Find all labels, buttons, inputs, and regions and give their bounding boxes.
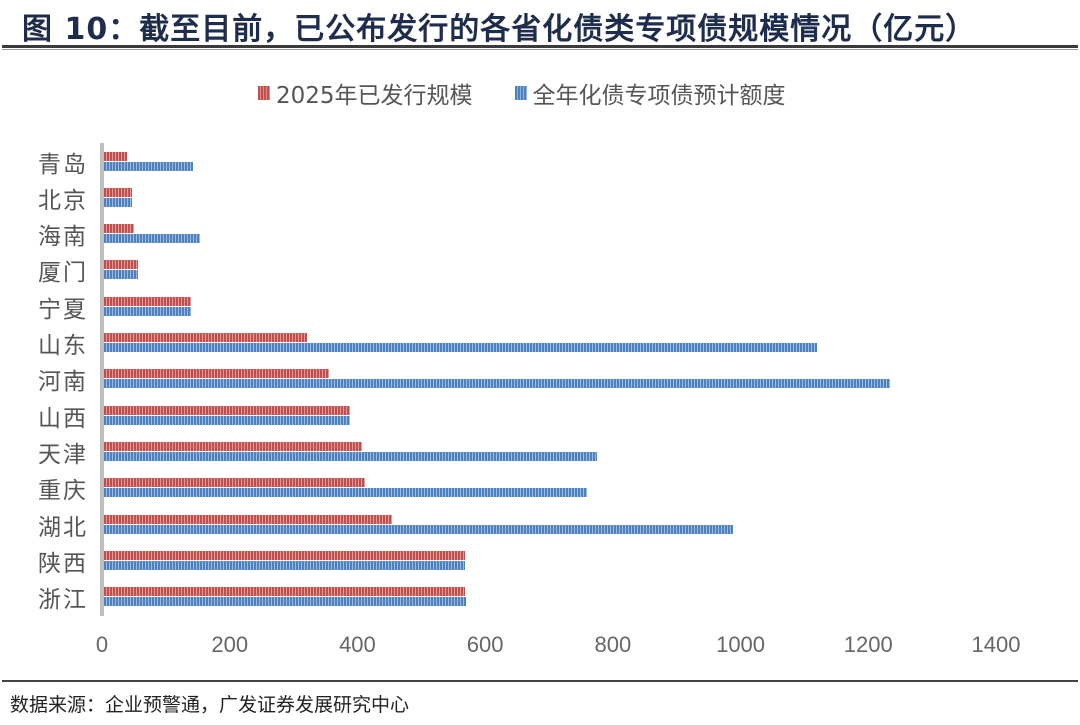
category-label: 北京 [38, 187, 88, 214]
legend-swatch-blue-icon [514, 86, 527, 100]
bar-quota [104, 451, 597, 461]
category-label: 山西 [38, 405, 88, 432]
top-divider [2, 45, 1078, 48]
legend-swatch-red-icon [258, 86, 270, 100]
category-label: 重庆 [38, 478, 88, 505]
bar-issued [104, 224, 134, 234]
x-tick-label: 600 [466, 632, 504, 657]
x-tick-label: 800 [594, 632, 632, 657]
category-label: 浙江 [38, 587, 88, 614]
bottom-divider [2, 680, 1078, 682]
y-axis-line [100, 143, 104, 616]
category-label: 厦门 [38, 260, 88, 287]
bar-quota [104, 524, 733, 534]
x-tick-label: 400 [339, 632, 376, 657]
bar-issued [104, 296, 191, 306]
bar-issued [104, 260, 138, 270]
legend-label-quota: 全年化债专项债预计额度 [532, 83, 786, 109]
category-label: 海南 [38, 224, 88, 251]
legend-label-issued: 2025年已发行规模 [276, 83, 473, 109]
bar-quota [104, 197, 133, 207]
figure-title: 图 10：截至目前，已公布发行的各省化债类专项债规模情况（亿元） [22, 12, 977, 47]
top-divider-thin [2, 49, 1078, 50]
bar-quota [104, 270, 138, 280]
bar-quota [104, 306, 191, 316]
category-label: 山东 [38, 333, 88, 359]
bar-quota [104, 379, 891, 389]
x-tick-label: 0 [95, 632, 109, 657]
category-label: 陕西 [38, 550, 88, 577]
x-tick-label: 1200 [843, 632, 893, 657]
legend-item-issued: 2025年已发行规模 [258, 76, 473, 110]
bar-issued [104, 587, 465, 597]
category-label: 天津 [38, 441, 88, 468]
chart-legend: 2025年已发行规模 全年化债专项债预计额度 [258, 76, 828, 110]
legend-item-quota: 全年化债专项债预计额度 [514, 76, 786, 110]
category-label: 湖北 [38, 514, 88, 541]
bar-issued [104, 441, 362, 451]
bar-issued [104, 333, 308, 342]
bar-issued [104, 369, 329, 379]
category-label: 河南 [38, 369, 88, 396]
bar-quota [104, 234, 200, 244]
bar-issued [104, 550, 465, 560]
x-tick-label: 200 [211, 632, 249, 657]
bar-quota [104, 560, 465, 570]
x-tick-label: 1000 [716, 632, 766, 657]
bar-issued [104, 187, 133, 197]
category-label: 宁夏 [38, 296, 88, 323]
bar-quota [104, 488, 587, 498]
bar-issued [104, 514, 392, 524]
source-note: 数据来源：企业预警通，广发证券发展研究中心 [10, 694, 410, 716]
category-label: 青岛 [38, 151, 88, 178]
bar-issued [104, 478, 366, 488]
x-tick-label: 1400 [971, 632, 1021, 657]
bar-quota [104, 343, 818, 352]
bar-issued [104, 151, 127, 161]
bar-quota [104, 161, 193, 171]
bar-quota [104, 415, 350, 425]
bar-issued [104, 405, 350, 415]
bar-quota [104, 597, 467, 607]
